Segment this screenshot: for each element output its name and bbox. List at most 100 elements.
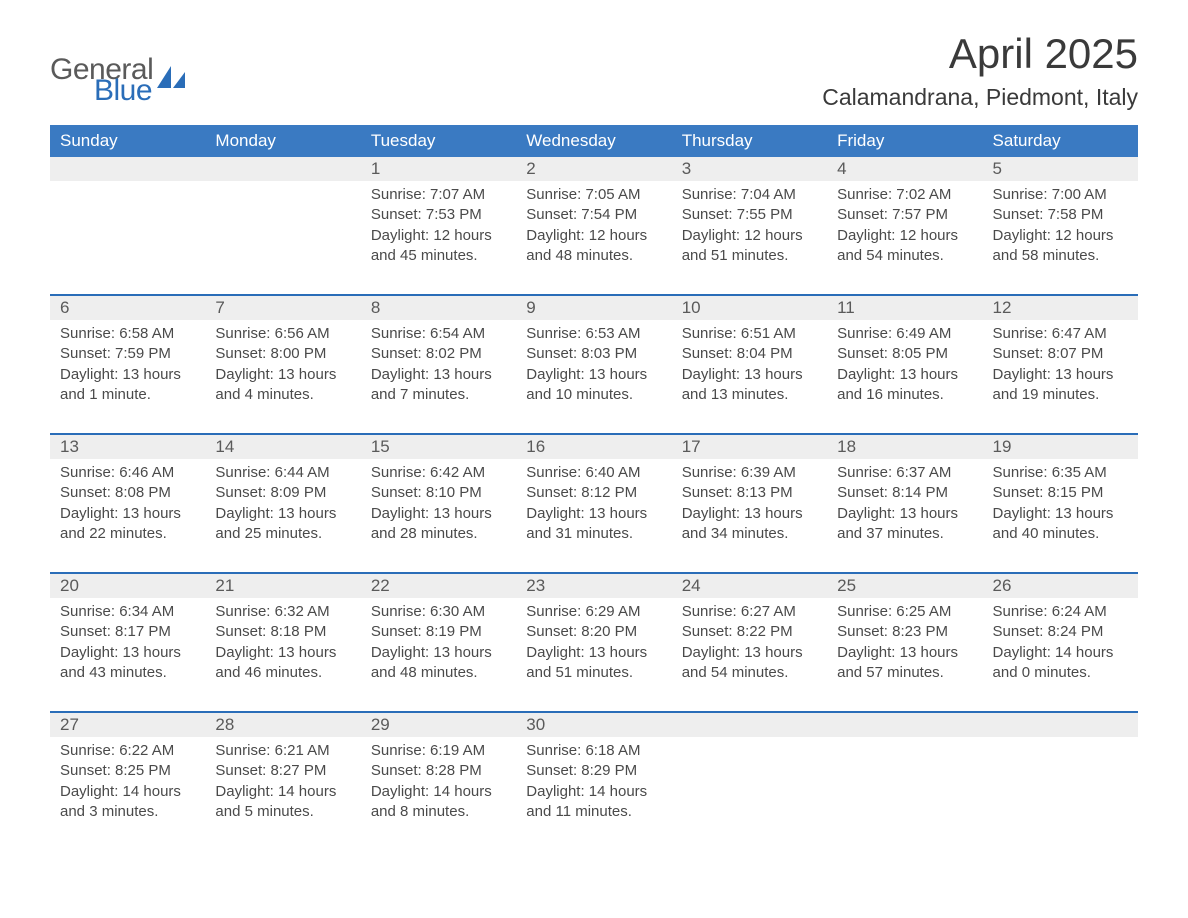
sunrise-line: Sunrise: 6:22 AM xyxy=(60,741,195,761)
sunrise-line: Sunrise: 6:51 AM xyxy=(682,324,817,344)
day-number-cell xyxy=(827,713,982,737)
sunrise-line: Sunrise: 6:18 AM xyxy=(526,741,661,761)
day-content-cell: Sunrise: 6:24 AMSunset: 8:24 PMDaylight:… xyxy=(983,598,1138,712)
weekday-header: Tuesday xyxy=(361,125,516,157)
daylight-line: Daylight: 13 hours and 28 minutes. xyxy=(371,504,506,545)
title-block: April 2025 Calamandrana, Piedmont, Italy xyxy=(822,30,1138,111)
day-number-cell: 20 xyxy=(50,574,205,598)
daylight-line: Daylight: 13 hours and 40 minutes. xyxy=(993,504,1128,545)
sunrise-line: Sunrise: 7:05 AM xyxy=(526,185,661,205)
sunset-line: Sunset: 8:05 PM xyxy=(837,344,972,364)
sunset-line: Sunset: 8:23 PM xyxy=(837,622,972,642)
day-number-cell xyxy=(50,157,205,181)
daylight-line: Daylight: 13 hours and 16 minutes. xyxy=(837,365,972,406)
day-content-cell: Sunrise: 6:35 AMSunset: 8:15 PMDaylight:… xyxy=(983,459,1138,573)
day-content-cell: Sunrise: 6:22 AMSunset: 8:25 PMDaylight:… xyxy=(50,737,205,850)
day-number-cell: 10 xyxy=(672,296,827,320)
day-content-cell xyxy=(205,181,360,295)
sunset-line: Sunset: 8:19 PM xyxy=(371,622,506,642)
day-content-cell: Sunrise: 7:05 AMSunset: 7:54 PMDaylight:… xyxy=(516,181,671,295)
day-content-cell: Sunrise: 6:18 AMSunset: 8:29 PMDaylight:… xyxy=(516,737,671,850)
day-number-cell: 7 xyxy=(205,296,360,320)
weekday-header: Sunday xyxy=(50,125,205,157)
month-title: April 2025 xyxy=(822,30,1138,78)
day-number-cell: 17 xyxy=(672,435,827,459)
sunset-line: Sunset: 7:58 PM xyxy=(993,205,1128,225)
sunset-line: Sunset: 7:53 PM xyxy=(371,205,506,225)
daylight-line: Daylight: 13 hours and 46 minutes. xyxy=(215,643,350,684)
daylight-line: Daylight: 13 hours and 57 minutes. xyxy=(837,643,972,684)
daylight-line: Daylight: 13 hours and 25 minutes. xyxy=(215,504,350,545)
weekday-header-row: SundayMondayTuesdayWednesdayThursdayFrid… xyxy=(50,125,1138,157)
day-number-cell: 8 xyxy=(361,296,516,320)
day-number-row: 20212223242526 xyxy=(50,574,1138,598)
day-content-cell: Sunrise: 6:51 AMSunset: 8:04 PMDaylight:… xyxy=(672,320,827,434)
sunrise-line: Sunrise: 6:24 AM xyxy=(993,602,1128,622)
day-content-cell: Sunrise: 6:49 AMSunset: 8:05 PMDaylight:… xyxy=(827,320,982,434)
sunset-line: Sunset: 8:28 PM xyxy=(371,761,506,781)
day-number-cell: 3 xyxy=(672,157,827,181)
sunrise-line: Sunrise: 7:07 AM xyxy=(371,185,506,205)
daylight-line: Daylight: 13 hours and 4 minutes. xyxy=(215,365,350,406)
sunrise-line: Sunrise: 6:27 AM xyxy=(682,602,817,622)
weekday-header: Thursday xyxy=(672,125,827,157)
sunrise-line: Sunrise: 6:37 AM xyxy=(837,463,972,483)
day-number-cell: 13 xyxy=(50,435,205,459)
sunset-line: Sunset: 8:08 PM xyxy=(60,483,195,503)
sunrise-line: Sunrise: 6:47 AM xyxy=(993,324,1128,344)
weekday-header: Monday xyxy=(205,125,360,157)
sunrise-line: Sunrise: 6:53 AM xyxy=(526,324,661,344)
weekday-header: Friday xyxy=(827,125,982,157)
sunrise-line: Sunrise: 6:56 AM xyxy=(215,324,350,344)
sunset-line: Sunset: 8:25 PM xyxy=(60,761,195,781)
sunset-line: Sunset: 8:29 PM xyxy=(526,761,661,781)
sunset-line: Sunset: 8:27 PM xyxy=(215,761,350,781)
sunset-line: Sunset: 8:02 PM xyxy=(371,344,506,364)
sunset-line: Sunset: 8:07 PM xyxy=(993,344,1128,364)
daylight-line: Daylight: 13 hours and 22 minutes. xyxy=(60,504,195,545)
day-number-cell: 22 xyxy=(361,574,516,598)
day-content-cell: Sunrise: 6:32 AMSunset: 8:18 PMDaylight:… xyxy=(205,598,360,712)
sunset-line: Sunset: 8:14 PM xyxy=(837,483,972,503)
daylight-line: Daylight: 13 hours and 1 minute. xyxy=(60,365,195,406)
sunrise-line: Sunrise: 6:32 AM xyxy=(215,602,350,622)
day-content-cell: Sunrise: 6:46 AMSunset: 8:08 PMDaylight:… xyxy=(50,459,205,573)
day-content-cell: Sunrise: 6:29 AMSunset: 8:20 PMDaylight:… xyxy=(516,598,671,712)
logo-text-blue: Blue xyxy=(94,77,153,106)
day-content-cell: Sunrise: 6:25 AMSunset: 8:23 PMDaylight:… xyxy=(827,598,982,712)
sunset-line: Sunset: 8:15 PM xyxy=(993,483,1128,503)
daylight-line: Daylight: 13 hours and 37 minutes. xyxy=(837,504,972,545)
day-number-cell: 28 xyxy=(205,713,360,737)
day-number-cell xyxy=(983,713,1138,737)
sunrise-line: Sunrise: 6:40 AM xyxy=(526,463,661,483)
day-content-cell: Sunrise: 7:04 AMSunset: 7:55 PMDaylight:… xyxy=(672,181,827,295)
day-number-cell: 23 xyxy=(516,574,671,598)
day-number-cell: 2 xyxy=(516,157,671,181)
day-content-cell: Sunrise: 7:07 AMSunset: 7:53 PMDaylight:… xyxy=(361,181,516,295)
day-content-cell: Sunrise: 6:39 AMSunset: 8:13 PMDaylight:… xyxy=(672,459,827,573)
day-number-cell: 19 xyxy=(983,435,1138,459)
sunset-line: Sunset: 7:57 PM xyxy=(837,205,972,225)
day-number-row: 13141516171819 xyxy=(50,435,1138,459)
sunrise-line: Sunrise: 6:35 AM xyxy=(993,463,1128,483)
sunrise-line: Sunrise: 7:04 AM xyxy=(682,185,817,205)
sunrise-line: Sunrise: 6:46 AM xyxy=(60,463,195,483)
daylight-line: Daylight: 12 hours and 48 minutes. xyxy=(526,226,661,267)
day-number-cell: 9 xyxy=(516,296,671,320)
daylight-line: Daylight: 13 hours and 19 minutes. xyxy=(993,365,1128,406)
daylight-line: Daylight: 12 hours and 45 minutes. xyxy=(371,226,506,267)
daylight-line: Daylight: 13 hours and 13 minutes. xyxy=(682,365,817,406)
day-number-cell: 24 xyxy=(672,574,827,598)
day-number-cell: 14 xyxy=(205,435,360,459)
sunset-line: Sunset: 8:03 PM xyxy=(526,344,661,364)
day-number-cell xyxy=(672,713,827,737)
sunrise-line: Sunrise: 6:44 AM xyxy=(215,463,350,483)
sunrise-line: Sunrise: 6:25 AM xyxy=(837,602,972,622)
sunset-line: Sunset: 7:55 PM xyxy=(682,205,817,225)
day-number-row: 12345 xyxy=(50,157,1138,181)
day-content-cell: Sunrise: 6:34 AMSunset: 8:17 PMDaylight:… xyxy=(50,598,205,712)
daylight-line: Daylight: 14 hours and 8 minutes. xyxy=(371,782,506,823)
day-number-row: 27282930 xyxy=(50,713,1138,737)
day-number-cell: 30 xyxy=(516,713,671,737)
sunrise-line: Sunrise: 6:42 AM xyxy=(371,463,506,483)
